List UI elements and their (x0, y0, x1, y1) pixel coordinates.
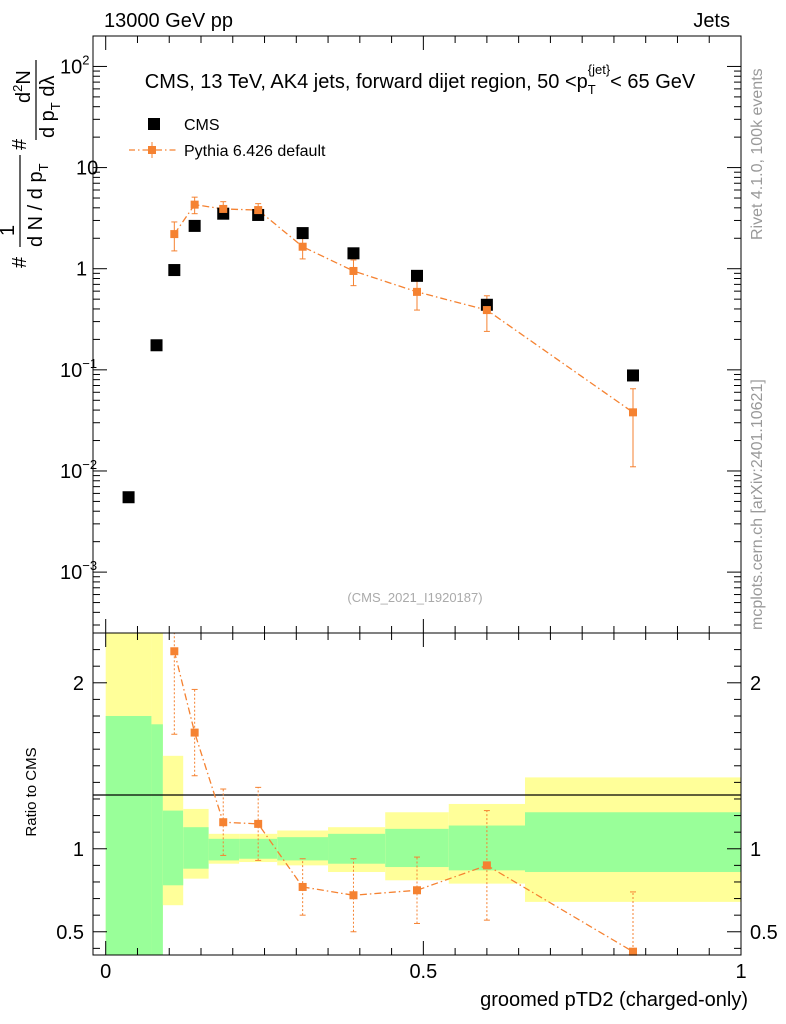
mc-point (349, 266, 358, 275)
ylabel-den2-main: d p (37, 110, 59, 138)
main-marks (122, 196, 639, 504)
mc-point (482, 306, 491, 315)
mc-point (298, 242, 307, 251)
uncertainty-band-inner (385, 828, 449, 868)
cms-point (347, 247, 360, 260)
chart-title: CMS, 13 TeV, AK4 jets, forward dijet reg… (145, 62, 696, 97)
ratio-bands (105, 633, 741, 955)
mcplots-label: mcplots.cern.ch [arXiv:2401.10621] (749, 379, 766, 630)
ylabel-den2-sub: T (48, 102, 63, 110)
ylabel-den-main: d N / d p (25, 171, 47, 247)
cms-point (296, 227, 309, 240)
main-ytick-label: 10−3 (60, 558, 97, 584)
xtick-label: 0.5 (409, 961, 437, 983)
uncertainty-band-inner (277, 837, 329, 861)
uncertainty-band-inner (208, 838, 240, 861)
mc-point (170, 230, 179, 239)
xaxis-label: groomed pTD2 (charged-only) (480, 989, 748, 1011)
ratio-point (482, 861, 491, 870)
ylabel-hash2: # (9, 138, 31, 150)
cms-point (122, 491, 135, 504)
cms-point (411, 269, 423, 282)
ylabel-num2: d2N (10, 70, 35, 103)
ratio-point (190, 728, 199, 737)
ylabel-den-sub: T (36, 163, 51, 171)
ratio-point (170, 647, 179, 656)
ylabel-hash: # (9, 256, 31, 268)
cms-point (252, 208, 265, 221)
uncertainty-band-inner (105, 715, 152, 955)
ratio-point (349, 891, 358, 900)
legend-mc-marker (148, 146, 156, 154)
header-left: 13000 GeV pp (104, 10, 233, 32)
mc-point (219, 204, 228, 213)
ratio-point (219, 818, 228, 827)
cms-point (627, 369, 639, 382)
ylabel-one: 1 (0, 225, 19, 236)
xtick-label: 0 (100, 961, 111, 983)
cms-point (188, 219, 201, 232)
cms-point (150, 339, 163, 352)
main-ytick-label: 10−2 (60, 457, 97, 483)
cms-point (168, 264, 181, 277)
main-ytick-exponent: 2 (82, 52, 89, 67)
legend-cms-label: CMS (184, 117, 220, 134)
mc-point (190, 200, 199, 209)
uncertainty-band-inner (239, 838, 278, 859)
ylabel-num2-sup: 2 (10, 85, 25, 92)
main-ytick-label: 10 (76, 158, 98, 180)
main-ytick-label: 1 (76, 259, 87, 281)
header-right: Jets (693, 10, 730, 32)
ratio-ytick-label-right: 1 (750, 839, 761, 861)
ratio-ticks: 0.5 0.51 12 20 0.5 1 (56, 633, 778, 983)
uncertainty-band-inner (162, 810, 184, 886)
main-ytick-exponent: −2 (82, 457, 97, 472)
ratio-ytick-label: 0.5 (56, 922, 84, 944)
main-ytick-label: 10−1 (60, 356, 97, 382)
ylabel-den2: d pT dλ (37, 76, 63, 138)
mc-point (413, 287, 421, 296)
ylabel-den2-tail: dλ (37, 76, 59, 103)
uncertainty-band-inner (183, 827, 209, 869)
legend-cms-marker (148, 118, 160, 130)
ylabel-num2-N: N (13, 70, 35, 84)
main-ticks: 10−3 10−2 10−1 1 10 102 (60, 35, 742, 633)
ratio-point (298, 882, 307, 891)
ratio-point (254, 819, 263, 828)
watermark: (CMS_2021_I1920187) (347, 590, 482, 605)
ratio-ytick-label: 1 (73, 839, 84, 861)
mc-series-line (173, 203, 634, 413)
main-ytick-exponent: −1 (82, 356, 97, 371)
mc-point (629, 408, 637, 417)
main-ytick-exponent: −3 (82, 558, 97, 573)
main-ylabel: # 1 d N / d pT # d2N d pT dλ (0, 60, 63, 268)
ratio-frame (92, 632, 742, 956)
main-ytick-label: 102 (60, 52, 89, 78)
uncertainty-band-inner (328, 833, 386, 864)
ratio-point (413, 886, 421, 895)
legend-mc-label: Pythia 6.426 default (184, 143, 326, 160)
ylabel-den: d N / d pT (25, 163, 51, 247)
uncertainty-band-inner (151, 724, 163, 955)
ratio-marks (170, 632, 637, 956)
ratio-ytick-label-right: 0.5 (750, 922, 778, 944)
ratio-ytick-label-right: 2 (750, 673, 761, 695)
main-panel: 10−3 10−2 10−1 1 10 102 (CMS_2021_I1920187) C… (0, 35, 742, 634)
rivet-label: Rivet 4.1.0, 100k events (749, 68, 766, 240)
ratio-point (629, 947, 637, 956)
legend: CMS Pythia 6.426 default (129, 117, 326, 160)
ratio-ytick-label: 2 (73, 673, 84, 695)
mc-point (254, 206, 263, 215)
ratio-panel: 0.5 0.51 12 20 0.5 1 Ratio to CMS groomed pTD… (23, 632, 778, 1011)
xtick-label: 1 (735, 961, 746, 983)
uncertainty-band-inner (525, 812, 741, 873)
ylabel-num2-d: d (13, 92, 35, 103)
ratio-ylabel: Ratio to CMS (23, 747, 40, 836)
